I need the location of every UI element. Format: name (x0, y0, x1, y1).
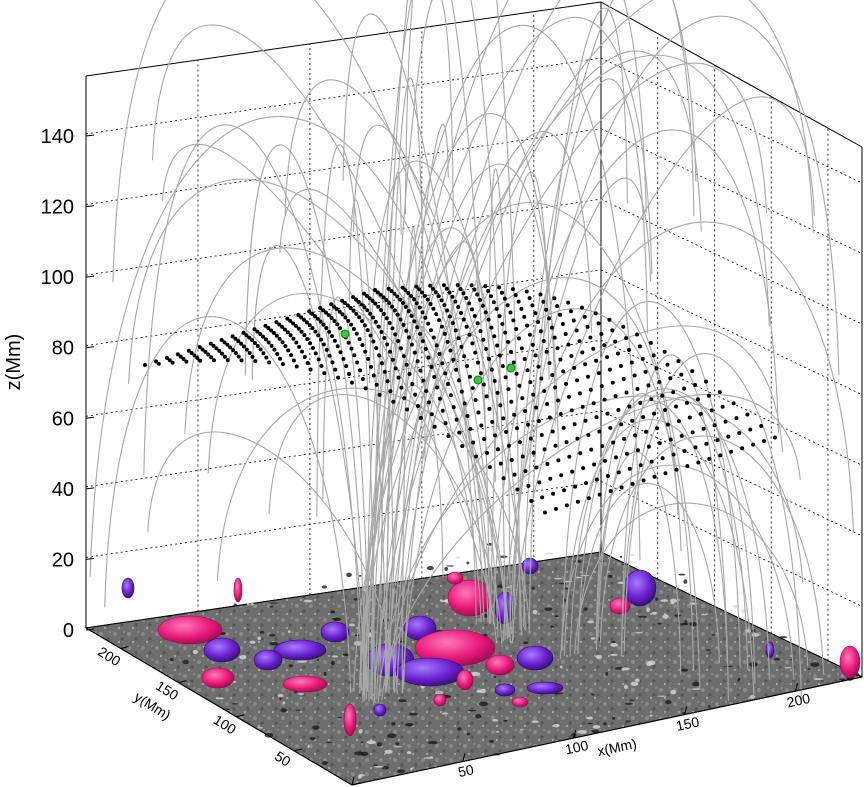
z-tick-label: 100 (41, 267, 74, 289)
y-tick-label: 50 (272, 748, 294, 770)
z-axis-title: z(Mm) (3, 334, 25, 391)
z-tick-label: 80 (52, 338, 74, 360)
green-marker (340, 329, 350, 339)
z-tick (85, 416, 95, 419)
z-tick-label: 120 (41, 197, 74, 219)
z-tick (85, 134, 95, 137)
z-tick (85, 205, 95, 208)
z-tick-label: 20 (52, 549, 74, 571)
x-tick-label: 100 (564, 737, 590, 758)
grid-lines (85, 11, 863, 661)
x-axis-title: x(Mm) (596, 735, 638, 759)
x-tick-label: 50 (457, 761, 476, 780)
front-edges (85, 627, 863, 786)
z-tick (85, 557, 95, 560)
z-axis: 0 20 40 60 80 100 120 140 (41, 126, 95, 642)
magnetic-field-lines (89, 0, 854, 705)
green-marker (473, 375, 483, 385)
z-tick-label: 0 (63, 620, 74, 642)
x-tick-label: 200 (785, 690, 811, 711)
x-tick-label: 150 (674, 713, 700, 734)
z-tick-label: 40 (52, 479, 74, 501)
z-tick-label: 140 (41, 126, 74, 148)
green-marker (506, 363, 516, 373)
z-tick (85, 346, 95, 349)
z-tick (85, 628, 95, 631)
x-axis: 0 50 100 150 200 (349, 682, 812, 787)
sample-point-grid (143, 283, 777, 515)
y-tick-label: 0 (333, 784, 348, 787)
z-tick (85, 487, 95, 490)
z-tick-label: 60 (52, 408, 74, 430)
z-tick (85, 275, 95, 278)
green-markers (340, 329, 516, 385)
x-tick-label: 0 (349, 785, 360, 787)
